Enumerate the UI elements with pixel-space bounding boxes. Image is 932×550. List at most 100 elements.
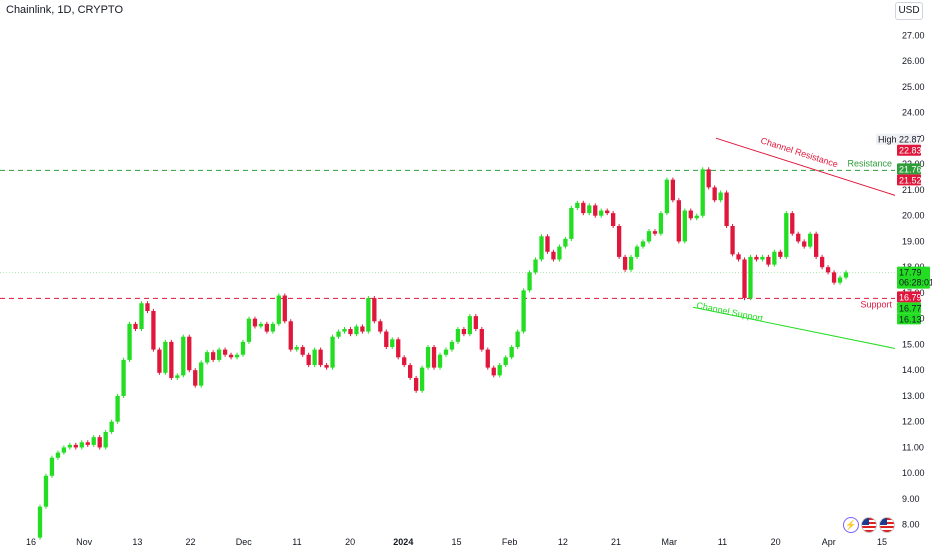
candle[interactable] [270,323,275,332]
candle[interactable] [808,233,813,247]
candle[interactable] [455,329,461,342]
candle[interactable] [210,352,216,360]
candle[interactable] [730,226,735,255]
candle[interactable] [85,442,90,445]
candle[interactable] [796,233,801,242]
candle[interactable] [127,323,132,360]
candle[interactable] [694,215,699,219]
lightning-icon[interactable]: ⚡ [843,517,859,533]
us-flag-icon[interactable] [861,517,877,533]
candle[interactable] [145,303,150,311]
candle[interactable] [258,323,264,327]
candle[interactable] [599,210,604,216]
candle[interactable] [581,202,586,214]
candle[interactable] [688,210,693,219]
candle[interactable] [419,367,425,391]
candle[interactable] [712,187,717,201]
candle[interactable] [449,341,455,350]
candle[interactable] [766,256,771,265]
candle[interactable] [640,241,646,247]
candle[interactable] [467,316,473,335]
candle[interactable] [497,365,502,376]
candle[interactable] [700,169,705,216]
candle[interactable] [318,349,323,366]
candle[interactable] [109,421,114,432]
candle[interactable] [515,331,520,348]
candle[interactable] [55,452,61,458]
candle[interactable] [831,272,837,283]
candle[interactable] [246,318,252,342]
candle[interactable] [425,347,431,368]
candle[interactable] [79,442,84,448]
candle[interactable] [252,318,258,327]
candle[interactable] [234,354,240,358]
candle[interactable] [772,251,777,265]
candle[interactable] [593,205,598,216]
candle[interactable] [646,231,652,242]
candle[interactable] [843,272,849,278]
candle[interactable] [330,336,335,368]
interval[interactable]: 1D [57,4,72,16]
candle[interactable] [336,331,341,337]
candle[interactable] [437,354,443,368]
candle[interactable] [300,347,305,355]
candle[interactable] [557,246,562,260]
candle[interactable] [73,444,78,448]
candle[interactable] [754,256,759,260]
candle[interactable] [402,357,407,366]
candle[interactable] [151,310,156,350]
candle[interactable] [91,437,96,445]
candle[interactable] [199,362,204,386]
candle[interactable] [569,207,574,239]
candle[interactable] [718,192,723,201]
candle[interactable] [748,256,753,299]
candle[interactable] [760,256,765,260]
candle[interactable] [634,246,640,257]
candle[interactable] [360,326,365,332]
candle[interactable] [163,341,168,373]
candle[interactable] [503,357,508,366]
candle[interactable] [157,349,162,373]
candle[interactable] [670,179,676,201]
candle[interactable] [664,179,670,214]
candle[interactable] [181,336,186,376]
channel-support-line[interactable] [692,306,896,349]
candle[interactable] [390,339,395,348]
candle[interactable] [628,256,634,270]
candle[interactable] [366,298,371,332]
candle[interactable] [354,326,359,335]
candle[interactable] [222,349,228,355]
candle[interactable] [312,349,317,366]
candle[interactable] [658,213,664,234]
candle[interactable] [133,323,138,329]
candle[interactable] [228,354,234,358]
candle[interactable] [324,365,329,368]
candle[interactable] [139,303,144,329]
candle[interactable] [825,267,831,273]
candle[interactable] [545,236,550,252]
candle[interactable] [802,241,807,247]
candle[interactable] [264,323,270,332]
candle[interactable] [837,277,843,283]
candle[interactable] [169,341,174,378]
candle[interactable] [431,347,437,368]
candle[interactable] [575,202,580,208]
candle[interactable] [736,254,741,260]
candle[interactable] [193,370,198,386]
candle[interactable] [539,236,544,260]
candle[interactable] [205,352,210,363]
candle[interactable] [103,432,108,448]
candle[interactable] [408,365,413,378]
candle[interactable] [551,251,556,260]
candle[interactable] [724,192,729,226]
candle[interactable] [521,290,526,332]
candle[interactable] [240,341,246,355]
candle[interactable] [306,354,311,366]
candle[interactable] [282,295,287,322]
candle[interactable] [563,238,568,247]
candle[interactable] [790,213,795,234]
candle[interactable] [784,213,789,257]
candle[interactable] [533,259,538,273]
symbol-name[interactable]: Chainlink [6,4,52,16]
